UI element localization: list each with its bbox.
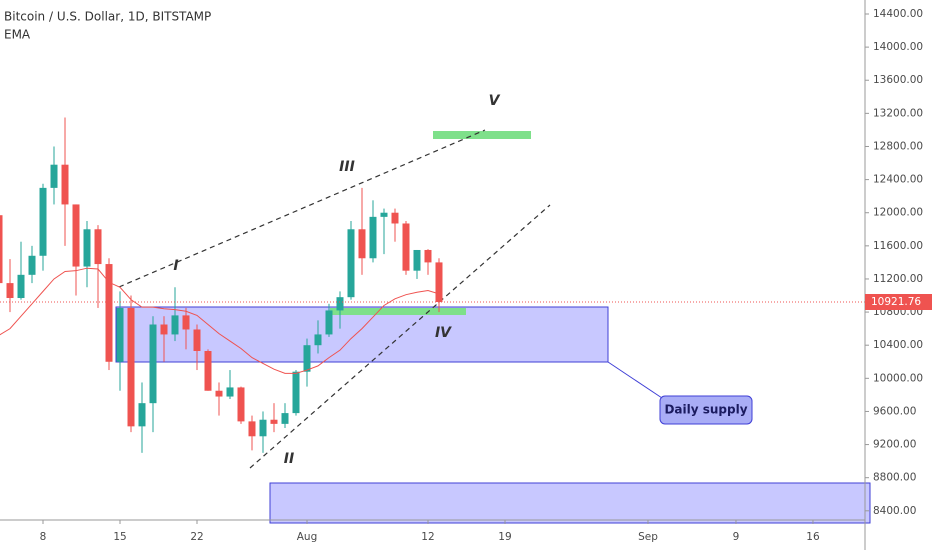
wave-label: III bbox=[339, 159, 355, 175]
candle-body bbox=[94, 229, 102, 265]
target-bar bbox=[433, 131, 531, 139]
candle-body bbox=[303, 345, 311, 372]
y-tick-label: 13200.00 bbox=[873, 107, 923, 119]
candle-body bbox=[215, 390, 223, 397]
y-tick-label: 12400.00 bbox=[873, 174, 923, 186]
candle-body bbox=[28, 255, 36, 275]
candle-body bbox=[105, 264, 113, 362]
y-tick-label: 11200.00 bbox=[873, 273, 923, 285]
trend-line bbox=[118, 129, 486, 288]
x-tick-label: 12 bbox=[421, 531, 434, 543]
candle-body bbox=[380, 212, 388, 217]
ema-line bbox=[0, 267, 440, 374]
x-tick-label: 19 bbox=[498, 531, 511, 543]
x-tick-label: 15 bbox=[113, 531, 126, 543]
candle-body bbox=[391, 212, 399, 224]
candle-body bbox=[358, 229, 366, 259]
candle-body bbox=[39, 187, 47, 256]
candle-body bbox=[369, 216, 377, 259]
candle-body bbox=[193, 329, 201, 351]
callout-text: Daily supply bbox=[664, 403, 747, 417]
candle-body bbox=[259, 419, 267, 437]
candle-body bbox=[248, 421, 256, 437]
candle-body bbox=[0, 215, 3, 284]
candle-body bbox=[413, 249, 421, 271]
y-tick-label: 14000.00 bbox=[873, 41, 923, 53]
supply-zone bbox=[115, 306, 609, 363]
candle-body bbox=[149, 324, 157, 404]
candle-body bbox=[61, 164, 69, 205]
candle-body bbox=[127, 307, 135, 427]
y-tick-label: 8400.00 bbox=[873, 505, 916, 517]
candle-body bbox=[116, 307, 124, 362]
x-tick-label: Sep bbox=[638, 531, 658, 543]
y-tick-label: 9600.00 bbox=[873, 405, 916, 417]
candle-body bbox=[204, 351, 212, 391]
callout-line bbox=[607, 361, 663, 399]
support-bar bbox=[330, 308, 466, 315]
wave-label: II bbox=[284, 451, 294, 467]
trend-line bbox=[249, 204, 551, 469]
candle-body bbox=[281, 413, 289, 424]
candle-body bbox=[435, 262, 443, 303]
y-tick-label: 14400.00 bbox=[873, 8, 923, 20]
x-tick-label: Aug bbox=[297, 531, 318, 543]
candle-body bbox=[237, 387, 245, 422]
candle-body bbox=[138, 403, 146, 427]
candle-body bbox=[171, 315, 179, 335]
candle-body bbox=[83, 229, 91, 267]
y-tick-label: 11600.00 bbox=[873, 240, 923, 252]
candle-body bbox=[402, 223, 410, 271]
wave-label: I bbox=[173, 258, 178, 274]
last-price-box bbox=[865, 294, 932, 311]
supply-zone bbox=[269, 482, 871, 524]
candle-body bbox=[270, 419, 278, 424]
y-tick-label: 10400.00 bbox=[873, 339, 923, 351]
zones bbox=[115, 129, 871, 524]
candle-body bbox=[17, 274, 25, 299]
candle-body bbox=[72, 204, 80, 267]
marks bbox=[0, 117, 865, 453]
candle-body bbox=[314, 334, 322, 346]
last-price-label: 10921.76 bbox=[871, 296, 921, 308]
y-tick-label: 12800.00 bbox=[873, 140, 923, 152]
x-tick-label: 8 bbox=[40, 531, 47, 543]
y-tick-label: 8800.00 bbox=[873, 472, 916, 484]
chart-title: Bitcoin / U.S. Dollar, 1D, BITSTAMP bbox=[4, 10, 211, 24]
y-tick-label: 13600.00 bbox=[873, 74, 923, 86]
x-tick-label: 22 bbox=[190, 531, 203, 543]
wave-label: V bbox=[489, 93, 501, 109]
x-tick-label: 16 bbox=[806, 531, 820, 543]
candle-body bbox=[325, 310, 333, 335]
candle-body bbox=[182, 315, 190, 330]
candle-body bbox=[50, 164, 58, 188]
indicator-name: EMA bbox=[4, 28, 31, 42]
candle-body bbox=[160, 324, 168, 335]
candle-body bbox=[336, 297, 344, 311]
candle-body bbox=[347, 229, 355, 298]
y-tick-label: 12000.00 bbox=[873, 207, 923, 219]
candle-body bbox=[292, 371, 300, 414]
y-tick-label: 10000.00 bbox=[873, 372, 923, 384]
candle-body bbox=[226, 387, 234, 397]
wave-label: IV bbox=[435, 325, 452, 341]
candle-body bbox=[6, 283, 14, 299]
x-tick-label: 9 bbox=[733, 531, 740, 543]
candle-body bbox=[424, 249, 432, 263]
y-tick-label: 9200.00 bbox=[873, 439, 916, 451]
callout-box bbox=[659, 395, 753, 425]
